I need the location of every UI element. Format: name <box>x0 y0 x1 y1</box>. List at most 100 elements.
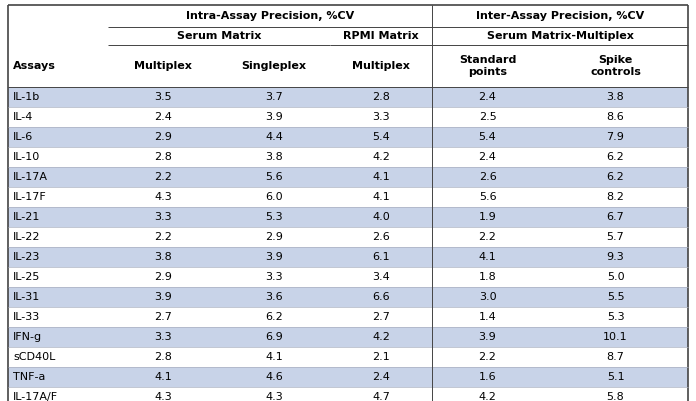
Text: 4.2: 4.2 <box>372 152 390 162</box>
Polygon shape <box>8 167 688 187</box>
Text: 1.8: 1.8 <box>479 272 496 282</box>
Text: 4.6: 4.6 <box>265 372 283 382</box>
Text: 6.7: 6.7 <box>607 212 624 222</box>
Text: TNF-a: TNF-a <box>13 372 45 382</box>
Text: IL-21: IL-21 <box>13 212 40 222</box>
Text: IL-10: IL-10 <box>13 152 40 162</box>
Text: IL-33: IL-33 <box>13 312 40 322</box>
Text: 5.4: 5.4 <box>479 132 496 142</box>
Text: 3.9: 3.9 <box>265 252 283 262</box>
Text: 2.6: 2.6 <box>372 232 390 242</box>
Text: IL-31: IL-31 <box>13 292 40 302</box>
Text: IL-17A/F: IL-17A/F <box>13 392 58 401</box>
Text: 2.4: 2.4 <box>372 372 390 382</box>
Polygon shape <box>8 307 688 327</box>
Text: 2.7: 2.7 <box>154 312 172 322</box>
Text: 3.3: 3.3 <box>155 332 172 342</box>
Text: 5.1: 5.1 <box>607 372 624 382</box>
Text: 6.1: 6.1 <box>372 252 390 262</box>
Text: 6.9: 6.9 <box>265 332 283 342</box>
Text: 3.3: 3.3 <box>372 112 390 122</box>
Text: 10.1: 10.1 <box>603 332 628 342</box>
Text: 2.1: 2.1 <box>372 352 390 362</box>
Text: 6.2: 6.2 <box>265 312 283 322</box>
Text: 8.7: 8.7 <box>606 352 624 362</box>
Text: IL-17A: IL-17A <box>13 172 48 182</box>
Text: 2.8: 2.8 <box>154 352 172 362</box>
Text: 4.1: 4.1 <box>154 372 172 382</box>
Text: 3.9: 3.9 <box>154 292 172 302</box>
Text: 3.8: 3.8 <box>265 152 283 162</box>
Text: 3.7: 3.7 <box>265 92 283 102</box>
Text: Standard
points: Standard points <box>459 55 516 77</box>
Text: Serum Matrix-Multiplex: Serum Matrix-Multiplex <box>487 31 633 41</box>
Text: 2.8: 2.8 <box>372 92 390 102</box>
Text: Multiplex: Multiplex <box>352 61 410 71</box>
Text: 4.1: 4.1 <box>479 252 496 262</box>
Text: 1.4: 1.4 <box>479 312 496 322</box>
Text: 3.0: 3.0 <box>479 292 496 302</box>
Text: IL-4: IL-4 <box>13 112 33 122</box>
Text: 2.9: 2.9 <box>154 272 172 282</box>
Text: 6.0: 6.0 <box>265 192 283 202</box>
Text: 5.0: 5.0 <box>607 272 624 282</box>
Polygon shape <box>8 207 688 227</box>
Text: 3.3: 3.3 <box>265 272 283 282</box>
Text: IL-22: IL-22 <box>13 232 40 242</box>
Text: 3.9: 3.9 <box>265 112 283 122</box>
Text: 5.6: 5.6 <box>265 172 283 182</box>
Text: 3.6: 3.6 <box>265 292 283 302</box>
Polygon shape <box>8 287 688 307</box>
Polygon shape <box>8 5 688 87</box>
Text: 2.5: 2.5 <box>479 112 496 122</box>
Text: 3.5: 3.5 <box>155 92 172 102</box>
Text: 5.7: 5.7 <box>607 232 624 242</box>
Text: IL-25: IL-25 <box>13 272 40 282</box>
Text: 5.4: 5.4 <box>372 132 390 142</box>
Polygon shape <box>8 187 688 207</box>
Polygon shape <box>8 347 688 367</box>
Text: Serum Matrix: Serum Matrix <box>177 31 261 41</box>
Text: 7.9: 7.9 <box>606 132 624 142</box>
Text: IL-17F: IL-17F <box>13 192 47 202</box>
Text: 3.9: 3.9 <box>479 332 496 342</box>
Text: sCD40L: sCD40L <box>13 352 56 362</box>
Text: IL-1b: IL-1b <box>13 92 40 102</box>
Text: 4.7: 4.7 <box>372 392 390 401</box>
Polygon shape <box>8 147 688 167</box>
Polygon shape <box>8 247 688 267</box>
Text: Multiplex: Multiplex <box>134 61 192 71</box>
Text: Singleplex: Singleplex <box>242 61 306 71</box>
Text: 2.9: 2.9 <box>265 232 283 242</box>
Polygon shape <box>8 127 688 147</box>
Text: 5.3: 5.3 <box>265 212 283 222</box>
Text: 4.0: 4.0 <box>372 212 390 222</box>
Text: 1.9: 1.9 <box>479 212 496 222</box>
Text: 2.2: 2.2 <box>479 232 496 242</box>
Text: 3.3: 3.3 <box>155 212 172 222</box>
Text: 4.1: 4.1 <box>372 192 390 202</box>
Text: 5.5: 5.5 <box>607 292 624 302</box>
Polygon shape <box>8 367 688 387</box>
Text: Spike
controls: Spike controls <box>590 55 641 77</box>
Text: Assays: Assays <box>13 61 56 71</box>
Text: 2.2: 2.2 <box>154 172 172 182</box>
Polygon shape <box>8 107 688 127</box>
Text: IFN-g: IFN-g <box>13 332 42 342</box>
Polygon shape <box>8 327 688 347</box>
Polygon shape <box>8 267 688 287</box>
Text: 2.7: 2.7 <box>372 312 390 322</box>
Polygon shape <box>8 387 688 401</box>
Text: 1.6: 1.6 <box>479 372 496 382</box>
Text: Inter-Assay Precision, %CV: Inter-Assay Precision, %CV <box>476 11 644 21</box>
Text: 5.8: 5.8 <box>607 392 624 401</box>
Text: 4.2: 4.2 <box>479 392 496 401</box>
Text: 3.8: 3.8 <box>154 252 172 262</box>
Text: IL-6: IL-6 <box>13 132 33 142</box>
Text: 2.4: 2.4 <box>479 92 496 102</box>
Text: 4.1: 4.1 <box>372 172 390 182</box>
Text: RPMI Matrix: RPMI Matrix <box>343 31 419 41</box>
Text: 8.6: 8.6 <box>607 112 624 122</box>
Text: 2.4: 2.4 <box>154 112 172 122</box>
Text: 2.2: 2.2 <box>479 352 496 362</box>
